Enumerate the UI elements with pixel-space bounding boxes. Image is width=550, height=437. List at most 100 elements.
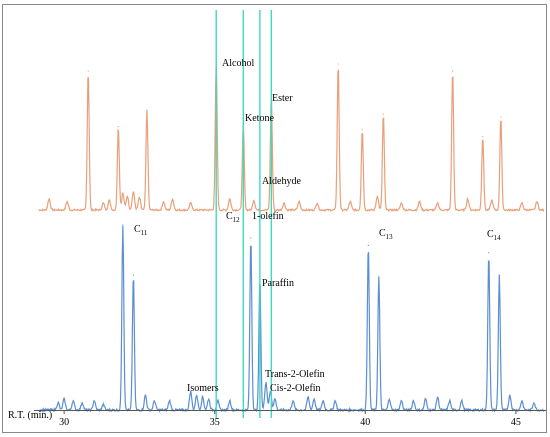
label-c13: C13 (379, 228, 393, 241)
top-peak-1 (66, 201, 68, 203)
bottom-peak-24 (313, 398, 315, 400)
top-trace-series (38, 60, 545, 213)
bottom-peak-14 (208, 398, 210, 400)
top-peak-3 (102, 202, 104, 204)
bottom-peak-26 (334, 400, 336, 402)
bottom-peak-38 (509, 394, 511, 396)
label-paraffin: Paraffin (262, 278, 294, 289)
label-c14-main: C (487, 229, 494, 240)
label-c14: C14 (487, 229, 501, 242)
bottom-peak-29 (388, 398, 390, 400)
label-c11: C11 (134, 224, 148, 237)
label-c12-sub: 12 (233, 216, 241, 224)
label-1-olefin: 1-olefin (252, 211, 284, 222)
top-peak-19 (283, 202, 285, 204)
top-peak-21 (316, 202, 318, 204)
top-peak-13 (190, 202, 192, 204)
label-aldehyde: Aldehyde (262, 176, 301, 187)
x-tick-label-45: 45 (511, 417, 521, 428)
bottom-peak-13 (202, 396, 204, 398)
top-peak-0 (48, 198, 50, 200)
top-peak-5 (117, 126, 119, 128)
x-tick-label-40: 40 (360, 417, 370, 428)
bottom-peak-17 (250, 237, 252, 239)
bottom-peak-27 (367, 244, 369, 246)
bottom-peak-4 (93, 400, 95, 402)
label-cis-2-olefin: Cis-2-Olefin (270, 383, 321, 394)
x-axis: R.T. (min.) 30 35 40 45 (8, 410, 546, 428)
bottom-peak-36 (488, 252, 490, 254)
bottom-peak-7 (132, 274, 134, 276)
bottom-trace-line (38, 225, 544, 414)
x-tick-label-30: 30 (59, 417, 69, 428)
top-peak-20 (298, 201, 300, 203)
top-peak-22 (337, 63, 339, 65)
bottom-peak-2 (72, 400, 74, 402)
label-c11-sub: 11 (141, 229, 148, 237)
label-c11-main: C (134, 224, 141, 235)
top-peak-12 (171, 198, 174, 200)
bottom-trace-series (38, 224, 544, 414)
top-peak-17 (253, 199, 255, 201)
bottom-peak-12 (196, 394, 198, 396)
top-peak-4 (108, 199, 110, 201)
bottom-peak-6 (122, 224, 124, 226)
x-axis-title: R.T. (min.) (8, 410, 52, 421)
label-c13-sub: 13 (386, 233, 394, 241)
bottom-peak-8 (144, 394, 147, 396)
label-c14-sub: 14 (494, 234, 502, 242)
top-peak-9 (138, 196, 141, 199)
bottom-peak-3 (81, 402, 83, 404)
bottom-peak-33 (436, 396, 439, 398)
bottom-peak-40 (533, 402, 535, 404)
top-peak-7 (126, 195, 128, 197)
top-peak-15 (229, 198, 231, 200)
bottom-peak-30 (400, 400, 403, 402)
bottom-peak-5 (102, 403, 104, 406)
bottom-peak-28 (378, 276, 380, 278)
top-peak-27 (400, 202, 403, 204)
top-peak-32 (482, 135, 484, 137)
marker-lines (215, 10, 273, 418)
top-peak-29 (436, 202, 439, 204)
bottom-peak-39 (521, 400, 523, 402)
x-tick-label-35: 35 (210, 417, 220, 428)
top-peak-35 (521, 202, 523, 204)
x-axis-ticks: 30 35 40 45 (59, 410, 521, 428)
label-alcohol: Alcohol (222, 58, 254, 69)
top-peak-33 (491, 199, 493, 201)
label-ketone: Ketone (245, 113, 274, 124)
bottom-peak-35 (461, 400, 463, 402)
top-peak-11 (162, 201, 165, 203)
label-isomers: Isomers (187, 383, 219, 394)
label-trans-2-olefin: Trans-2-Olefin (265, 369, 325, 380)
top-peak-8 (132, 191, 134, 193)
bottom-peak-9 (153, 400, 156, 402)
bottom-peak-32 (424, 398, 427, 400)
bottom-peak-34 (449, 400, 451, 402)
label-c12-main: C (226, 211, 233, 222)
bottom-peak-11 (190, 390, 192, 393)
top-peak-30 (452, 70, 454, 72)
label-ester: Ester (272, 93, 293, 104)
top-peak-28 (418, 201, 421, 203)
bottom-peak-10 (168, 400, 171, 402)
label-c13-main: C (379, 228, 386, 239)
bottom-peak-0 (57, 402, 59, 404)
bottom-peak-23 (307, 396, 309, 398)
label-c12: C12 (226, 211, 240, 224)
bottom-peak-25 (322, 400, 324, 402)
top-peak-36 (536, 201, 538, 203)
figure-frame (2, 4, 547, 433)
top-peak-26 (382, 113, 384, 115)
bottom-peak-19 (265, 381, 267, 383)
top-peak-25 (376, 195, 378, 197)
top-peak-34 (500, 116, 502, 118)
bottom-peak-37 (498, 274, 500, 276)
top-peak-31 (467, 198, 469, 200)
top-peak-10 (146, 109, 148, 111)
top-peak-23 (349, 201, 351, 203)
top-peak-6 (122, 192, 124, 194)
bottom-peak-16 (229, 400, 231, 402)
